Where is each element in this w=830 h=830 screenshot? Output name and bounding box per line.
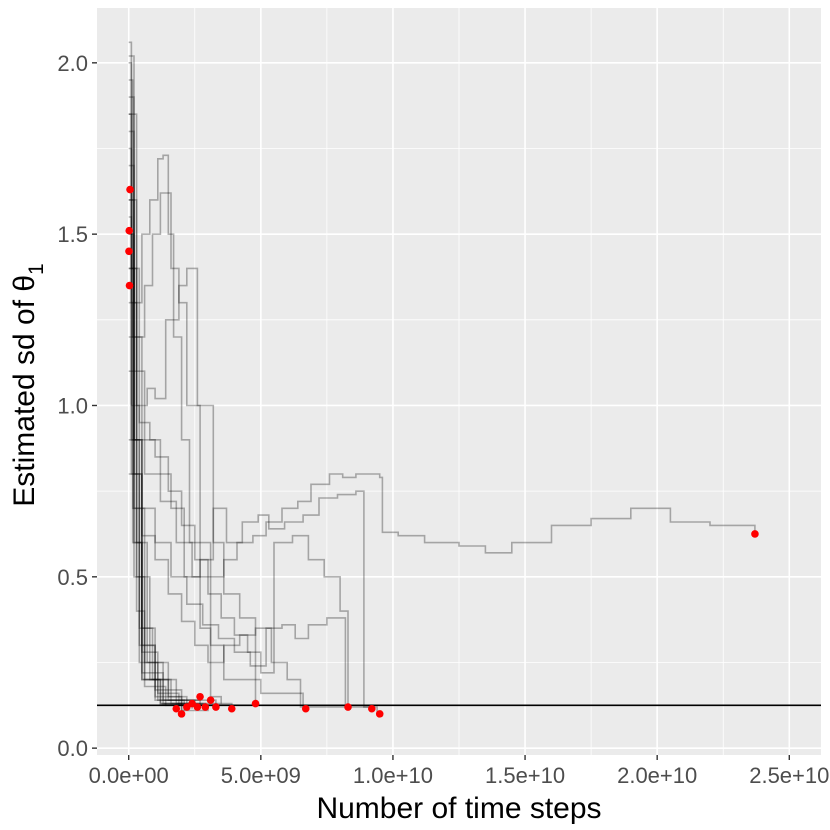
x-tick-label: 5.0e+09 — [221, 763, 301, 788]
endpoint-marker — [375, 710, 384, 718]
series-line — [128, 301, 183, 714]
endpoint-marker — [172, 704, 181, 713]
series-line — [128, 164, 180, 707]
y-tick-label: 0.5 — [57, 565, 88, 590]
minor-gridlines — [97, 8, 821, 755]
endpoint-marker — [212, 703, 220, 711]
endpoint-marker — [126, 185, 134, 194]
endpoint-markers — [125, 185, 759, 718]
y-axis-title: Estimated sd of θ1 — [8, 263, 48, 506]
series-line — [128, 130, 185, 711]
y-axis-title-subscript: 1 — [25, 263, 48, 275]
x-axis-ticks: 0.0e+00 5.0e+09 1.0e+10 1.5e+10 2.0e+10 2.5e+… — [89, 755, 829, 788]
endpoint-marker — [177, 710, 186, 718]
y-tick-label: 1.5 — [57, 222, 88, 247]
series-line — [128, 199, 233, 709]
series-line — [128, 199, 257, 704]
endpoint-marker — [301, 704, 310, 713]
series-line — [128, 216, 201, 707]
series-line — [128, 55, 222, 704]
y-tick-label: 0.0 — [57, 736, 88, 761]
series-line — [128, 62, 196, 707]
series-line — [128, 267, 378, 714]
series-line — [128, 113, 304, 707]
series-line — [128, 113, 204, 706]
x-tick-label: 1.0e+10 — [353, 763, 433, 788]
endpoint-marker — [125, 226, 134, 235]
series-line — [128, 370, 349, 707]
x-tick-label: 0.0e+00 — [89, 763, 169, 788]
y-tick-label: 1.0 — [57, 393, 88, 418]
endpoint-marker — [125, 281, 134, 290]
endpoint-marker — [251, 699, 260, 708]
endpoint-marker — [125, 247, 133, 256]
y-tick-label: 2.0 — [57, 51, 88, 76]
endpoint-marker — [193, 703, 202, 711]
y-axis-title-main: Estimated sd of θ — [8, 275, 41, 507]
endpoint-marker — [344, 703, 352, 711]
major-gridlines — [97, 8, 821, 755]
endpoint-marker — [206, 696, 215, 704]
x-axis-title: Number of time steps — [316, 792, 601, 825]
series-line — [128, 439, 347, 707]
series-line — [128, 250, 217, 709]
endpoint-marker — [196, 692, 204, 701]
series-line — [128, 473, 370, 708]
endpoint-marker — [227, 704, 236, 713]
endpoint-marker — [201, 703, 210, 711]
endpoint-marker — [751, 530, 759, 538]
x-tick-label: 1.5e+10 — [485, 763, 565, 788]
series-line — [128, 336, 756, 578]
x-tick-label: 2.0e+10 — [617, 763, 697, 788]
endpoint-marker — [368, 704, 376, 713]
y-axis-ticks: 0.0 0.5 1.0 1.5 2.0 — [57, 51, 97, 761]
x-tick-label: 2.5e+10 — [749, 763, 829, 788]
